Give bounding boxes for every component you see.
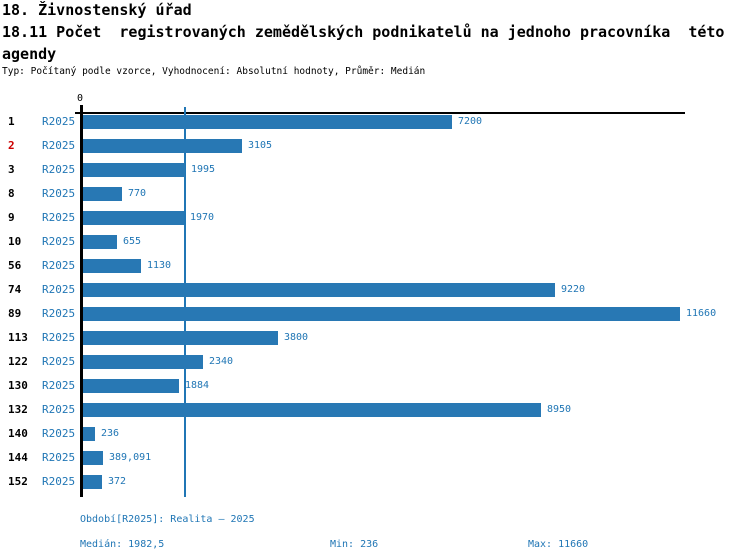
row-series-label: R2025	[42, 451, 76, 464]
row-series-label: R2025	[42, 427, 76, 440]
bar	[83, 283, 555, 297]
bar-value-label: 7200	[458, 116, 483, 127]
bar	[83, 379, 179, 393]
row-category-label: 56	[8, 259, 22, 272]
row-series-label: R2025	[42, 307, 76, 320]
row-series-label: R2025	[42, 139, 76, 152]
row-series-label: R2025	[42, 475, 76, 488]
bar	[83, 139, 242, 153]
bar-value-label: 389,091	[109, 452, 152, 463]
row-category-label: 140	[8, 427, 28, 440]
bar	[83, 475, 102, 489]
bar	[83, 331, 278, 345]
row-category-label: 3	[8, 163, 15, 176]
row-series-label: R2025	[42, 235, 76, 248]
bar	[83, 187, 122, 201]
bar-value-label: 1995	[191, 164, 216, 175]
row-category-label: 132	[8, 403, 28, 416]
bar-value-label: 770	[128, 188, 147, 199]
bar-value-label: 11660	[686, 308, 717, 319]
bar-value-label: 236	[101, 428, 120, 439]
row-category-label: 2	[8, 139, 15, 152]
page-title: 18. Živnostenský úřad	[2, 1, 192, 19]
min-stat: Min: 236	[330, 539, 379, 550]
max-stat: Max: 11660	[528, 539, 589, 550]
row-category-label: 9	[8, 211, 15, 224]
bar-value-label: 9220	[561, 284, 586, 295]
row-series-label: R2025	[42, 403, 76, 416]
row-category-label: 113	[8, 331, 28, 344]
bar-value-label: 1884	[185, 380, 210, 391]
row-series-label: R2025	[42, 115, 76, 128]
chart-title-line2: agendy	[2, 45, 57, 63]
row-series-label: R2025	[42, 355, 76, 368]
row-category-label: 74	[8, 283, 22, 296]
median-stat: Medián: 1982,5	[80, 539, 165, 550]
row-category-label: 144	[8, 451, 28, 464]
x-axis-zero-tick-label: 0	[76, 93, 84, 104]
row-series-label: R2025	[42, 379, 76, 392]
bar	[83, 355, 203, 369]
row-category-label: 10	[8, 235, 22, 248]
chart-title-line1: 18.11 Počet registrovaných zemědělských …	[2, 23, 725, 41]
bar	[83, 115, 452, 129]
row-series-label: R2025	[42, 331, 76, 344]
row-series-label: R2025	[42, 283, 76, 296]
row-category-label: 89	[8, 307, 22, 320]
row-category-label: 1	[8, 115, 15, 128]
period-legend: Období[R2025]: Realita – 2025	[80, 514, 255, 525]
bar	[83, 451, 103, 465]
row-category-label: 152	[8, 475, 28, 488]
bar-value-label: 372	[108, 476, 127, 487]
median-line	[184, 107, 186, 497]
row-series-label: R2025	[42, 211, 76, 224]
bar-value-label: 2340	[209, 356, 234, 367]
row-category-label: 122	[8, 355, 28, 368]
bar	[83, 235, 117, 249]
bar	[83, 211, 184, 225]
row-series-label: R2025	[42, 259, 76, 272]
bar-value-label: 655	[123, 236, 142, 247]
bar-value-label: 8950	[547, 404, 572, 415]
bar-value-label: 3800	[284, 332, 309, 343]
y-axis-line	[80, 105, 83, 497]
row-category-label: 8	[8, 187, 15, 200]
bar-value-label: 1130	[147, 260, 172, 271]
row-series-label: R2025	[42, 163, 76, 176]
bar-value-label: 1970	[190, 212, 215, 223]
bar	[83, 427, 95, 441]
bar	[83, 307, 680, 321]
bar	[83, 259, 141, 273]
row-category-label: 130	[8, 379, 28, 392]
x-axis-line	[75, 112, 685, 114]
row-series-label: R2025	[42, 187, 76, 200]
bar	[83, 403, 541, 417]
bar-value-label: 3105	[248, 140, 273, 151]
chart-subtitle: Typ: Počítaný podle vzorce, Vyhodnocení:…	[2, 66, 426, 77]
bar	[83, 163, 185, 177]
